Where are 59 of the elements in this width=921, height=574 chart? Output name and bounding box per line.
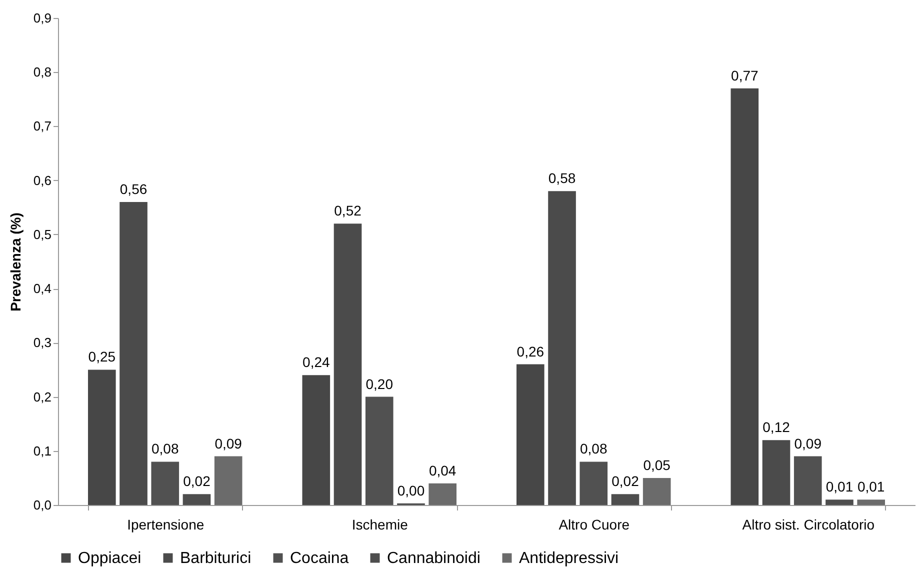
bar — [857, 500, 886, 505]
y-tick-label: 0,4 — [33, 281, 52, 296]
y-tick-label: 0,2 — [33, 389, 52, 404]
y-tick-label: 0,9 — [33, 10, 52, 26]
y-tick-label: 0,5 — [33, 226, 52, 242]
bar — [611, 494, 640, 505]
data-label: 0,20 — [366, 376, 394, 392]
y-axis-title: Prevalenza (%) — [7, 212, 24, 312]
bar — [548, 191, 576, 505]
bar — [826, 500, 854, 505]
bar — [580, 462, 608, 505]
bar — [120, 202, 148, 505]
data-label: 0,08 — [152, 440, 179, 457]
data-label: 0,25 — [88, 348, 116, 365]
data-label: 0,05 — [643, 456, 671, 473]
bar — [151, 462, 180, 505]
data-label: 0,52 — [334, 202, 362, 219]
data-label: 0,24 — [302, 354, 330, 370]
bar — [642, 478, 671, 505]
bar — [516, 364, 544, 505]
legend-label: Cannabinoidi — [387, 550, 480, 567]
data-label: 0,26 — [516, 343, 544, 360]
bar — [428, 483, 457, 505]
bar — [182, 494, 211, 505]
y-tick-label: 0,7 — [33, 118, 52, 134]
y-tick-label: 0,0 — [33, 498, 52, 512]
data-label: 0,02 — [183, 473, 211, 490]
bar — [302, 375, 330, 505]
data-label: 0,00 — [397, 482, 425, 498]
bar — [762, 440, 790, 505]
x-tick-label: Ipertensione — [127, 516, 204, 532]
data-label: 0,04 — [428, 462, 456, 478]
legend-label: Cocaina — [290, 550, 349, 567]
y-tick-label: 0,8 — [33, 64, 52, 80]
data-label: 0,08 — [580, 440, 608, 457]
bar — [214, 456, 242, 505]
x-tick-label: Altro Cuore — [558, 516, 630, 532]
data-label: 0,58 — [548, 170, 576, 186]
data-label: 0,02 — [612, 473, 640, 490]
data-label: 0,09 — [214, 435, 242, 452]
y-tick-label: 0,6 — [33, 172, 52, 188]
data-label: 0,56 — [120, 180, 148, 197]
x-tick-label: Ischemie — [352, 516, 408, 532]
data-label: 0,09 — [794, 435, 822, 452]
data-label: 0,77 — [731, 67, 758, 84]
legend-label: Antidepressivi — [519, 550, 619, 567]
data-label: 0,12 — [762, 419, 790, 436]
legend-label: Oppiacei — [78, 550, 142, 567]
x-tick-label: Altro sist. Circolatorio — [742, 516, 875, 532]
data-label: 0,01 — [826, 478, 854, 495]
bar — [334, 224, 362, 505]
bar — [365, 396, 394, 505]
y-tick-label: 0,3 — [33, 335, 52, 350]
bar — [730, 88, 759, 505]
data-label: 0,01 — [857, 478, 885, 495]
bar — [88, 370, 116, 505]
bar — [794, 456, 822, 505]
y-tick-label: 0,1 — [33, 443, 52, 458]
legend-label: Barbiturici — [180, 550, 252, 567]
